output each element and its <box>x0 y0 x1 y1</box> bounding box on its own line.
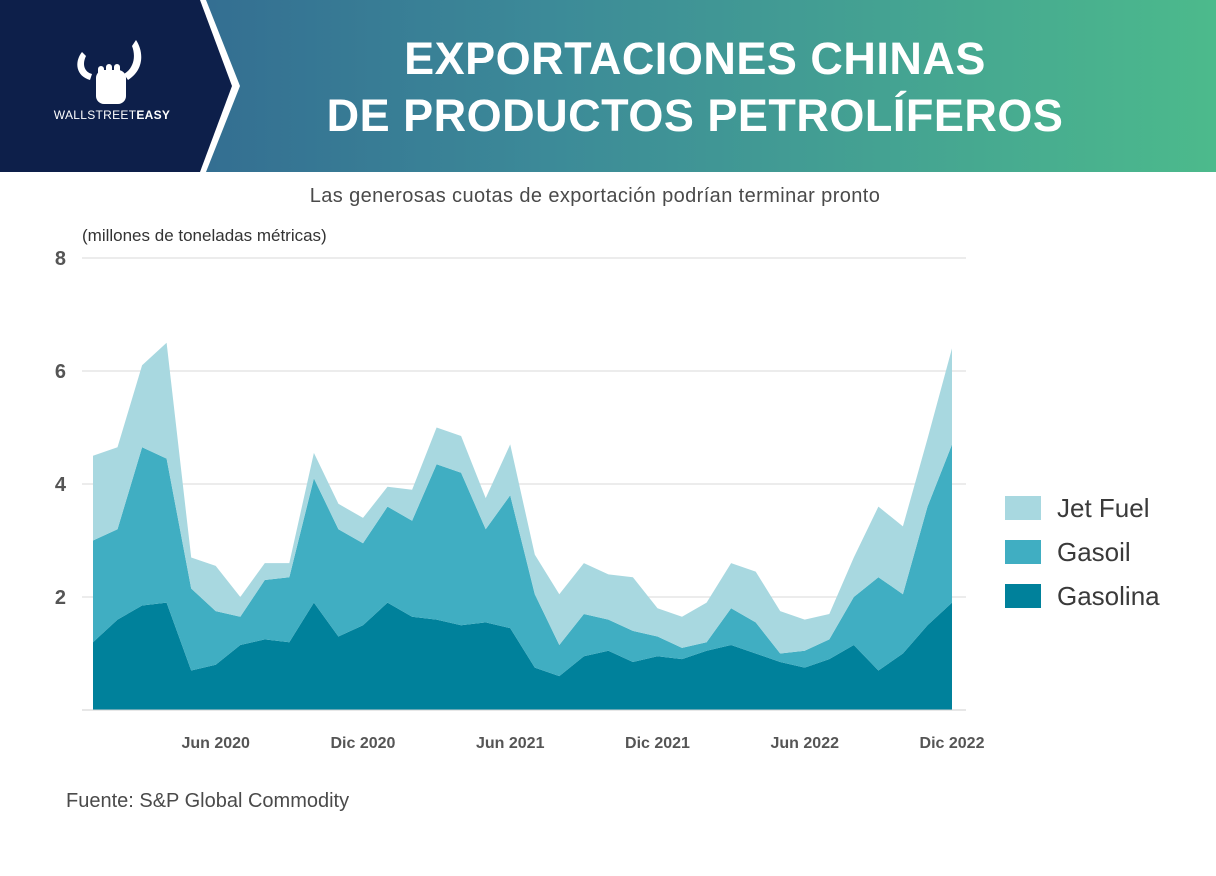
legend-item-gasolina: Gasolina <box>1005 574 1160 618</box>
area-series-jet-fuel <box>93 342 952 654</box>
logo: WALLSTREETEASY <box>0 0 240 172</box>
x-tick-label: Jun 2020 <box>181 735 250 752</box>
y-tick-label: 2 <box>55 587 66 609</box>
legend-label-gasolina: Gasolina <box>1057 580 1160 611</box>
legend-swatch-jet-fuel <box>1005 496 1041 520</box>
header-banner: WALLSTREETEASY EXPORTACIONES CHINAS DE P… <box>0 0 1216 172</box>
x-tick-label: Dic 2020 <box>331 735 396 752</box>
source-note: Fuente: S&P Global Commodity <box>66 790 350 812</box>
logo-wordmark: WALLSTREETEASY <box>53 108 171 122</box>
title-line-2: DE PRODUCTOS PETROLÍFEROS <box>326 90 1064 141</box>
y-tick-label: 8 <box>55 248 66 270</box>
y-axis-unit-label: (millones de toneladas métricas) <box>82 226 327 245</box>
chart-subtitle: Las generosas cuotas de exportación podr… <box>309 185 881 207</box>
logo-panel-shape <box>0 0 240 172</box>
x-tick-label: Dic 2021 <box>625 735 690 752</box>
legend-item-gasoil: Gasoil <box>1005 530 1160 574</box>
legend-swatch-gasolina <box>1005 584 1041 608</box>
y-tick-label: 6 <box>55 361 66 383</box>
x-tick-label: Dic 2022 <box>920 735 985 752</box>
area-series-gasoil <box>93 444 952 677</box>
legend-label-jet-fuel: Jet Fuel <box>1057 492 1150 523</box>
legend-swatch-gasoil <box>1005 540 1041 564</box>
legend-item-jet-fuel: Jet Fuel <box>1005 486 1160 530</box>
title-line-1: EXPORTACIONES CHINAS <box>404 33 986 84</box>
x-tick-label: Jun 2022 <box>771 735 840 752</box>
area-series-gasolina <box>93 602 952 710</box>
x-tick-label: Jun 2021 <box>476 735 545 752</box>
bull-hand-icon <box>77 40 142 104</box>
y-tick-label: 4 <box>55 474 67 496</box>
page-title: EXPORTACIONES CHINAS DE PRODUCTOS PETROL… <box>260 30 1130 144</box>
chart-legend: Jet Fuel Gasoil Gasolina <box>1005 486 1160 618</box>
legend-label-gasoil: Gasoil <box>1057 536 1131 567</box>
